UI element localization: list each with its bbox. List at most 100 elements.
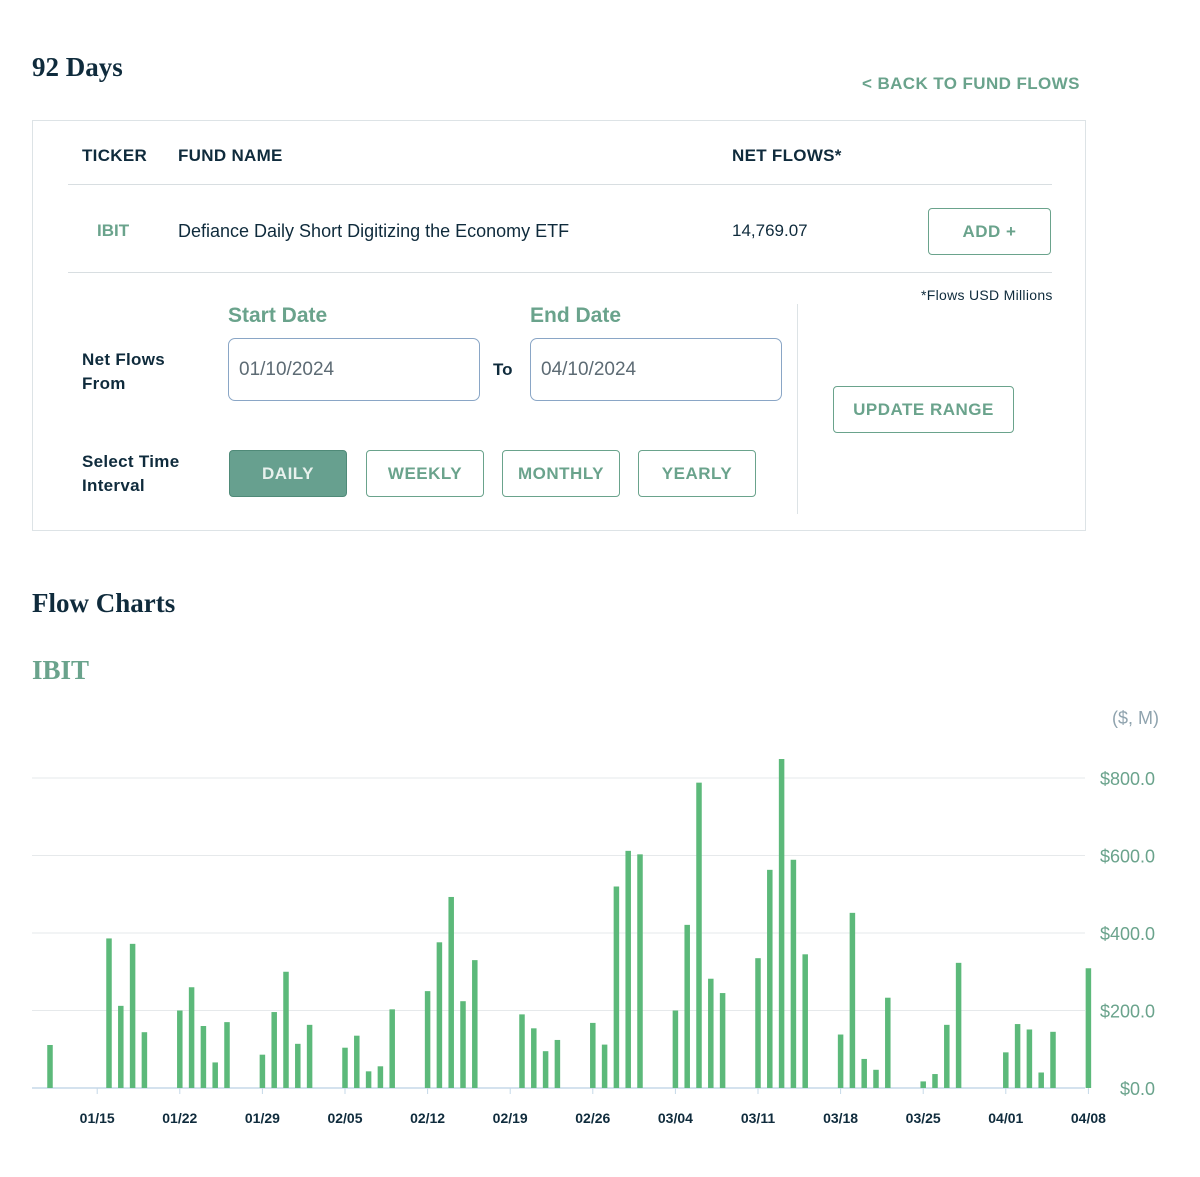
flow-bar	[755, 958, 761, 1088]
flow-bar	[118, 1005, 124, 1088]
x-tick-label: 03/11	[741, 1110, 775, 1126]
x-tick-label: 03/25	[906, 1110, 941, 1126]
x-tick-label: 02/12	[410, 1110, 445, 1126]
x-tick-label: 02/26	[575, 1110, 610, 1126]
flow-bar	[283, 971, 289, 1088]
x-tick-label: 03/04	[658, 1110, 693, 1126]
flow-bar	[212, 1062, 218, 1088]
flow-bar	[224, 1022, 230, 1088]
flow-bar	[141, 1032, 148, 1088]
back-to-fund-flows-link[interactable]: < BACK TO FUND FLOWS	[862, 74, 1080, 93]
y-tick-label: $0.0	[1120, 1079, 1155, 1099]
flow-bar	[306, 1024, 313, 1088]
flow-bar	[531, 1028, 537, 1088]
flow-bar	[542, 1051, 549, 1088]
y-tick-label: $400.0	[1100, 924, 1155, 944]
flow-bar	[944, 1024, 950, 1088]
flow-bar	[436, 942, 443, 1088]
net-flows-from-label: Net Flows From	[82, 350, 165, 393]
y-axis-unit-label: ($, M)	[1112, 708, 1159, 728]
flow-bar	[802, 954, 808, 1088]
flow-bar	[873, 1069, 879, 1088]
x-tick-label: 01/22	[162, 1110, 197, 1126]
flow-bar	[684, 924, 690, 1088]
flow-bar	[188, 987, 195, 1088]
flow-bar	[1050, 1031, 1056, 1088]
interval-yearly-button[interactable]: YEARLY	[638, 450, 756, 497]
flow-bar	[424, 991, 431, 1088]
flows-footnote: *Flows USD Millions	[921, 287, 1053, 303]
flow-bar	[672, 1010, 679, 1088]
end-date-input[interactable]	[530, 338, 782, 401]
chart-ticker-title: IBIT	[32, 655, 90, 685]
flow-bar-chart: ($, M) $0.0 $200.0 $400.0 $600.0 $800.0 01/15 0…	[32, 708, 1159, 1126]
start-date-label: Start Date	[228, 304, 328, 327]
table-row-ticker[interactable]: IBIT	[97, 221, 130, 240]
x-tick-label: 01/15	[80, 1110, 115, 1126]
fund-panel	[32, 120, 1086, 531]
flow-bar	[719, 993, 726, 1088]
y-tick-label: $600.0	[1100, 847, 1155, 867]
flow-bar	[861, 1058, 867, 1088]
flow-bar	[1026, 1029, 1033, 1088]
flow-bar	[460, 1001, 466, 1088]
interval-monthly-button[interactable]: MONTHLY	[502, 450, 620, 497]
flow-bar	[177, 1010, 183, 1088]
flow-bar	[601, 1044, 608, 1088]
flow-bar	[696, 782, 702, 1088]
flow-bar	[932, 1074, 938, 1088]
flow-bar	[1014, 1024, 1021, 1088]
flow-bar	[837, 1034, 844, 1088]
to-label: To	[493, 360, 513, 379]
flow-bar	[519, 1014, 525, 1088]
select-time-interval-label: Select Time Interval	[82, 452, 180, 495]
flow-bar	[625, 850, 631, 1088]
range-divider	[797, 304, 798, 514]
table-row-fund-name: Defiance Daily Short Digitizing the Econ…	[178, 221, 570, 241]
flow-bar	[955, 962, 962, 1088]
interval-weekly-button[interactable]: WEEKLY	[366, 450, 484, 497]
table-row-net-flows: 14,769.07	[732, 221, 808, 240]
flow-bar	[778, 759, 785, 1088]
flow-bar	[1038, 1072, 1044, 1088]
add-button[interactable]: ADD +	[928, 208, 1051, 255]
ticker-column-header: TICKER	[82, 146, 148, 165]
flow-bar	[554, 1039, 561, 1088]
flow-charts-title: Flow Charts	[32, 588, 176, 618]
y-tick-label: $800.0	[1100, 769, 1155, 789]
flow-bar	[790, 859, 797, 1088]
flow-bar	[377, 1066, 384, 1088]
x-tick-label: 04/01	[988, 1110, 1023, 1126]
x-tick-label: 04/08	[1071, 1110, 1106, 1126]
flow-bar	[47, 1044, 53, 1088]
page-title: 92 Days	[32, 52, 123, 82]
flow-bar	[885, 997, 891, 1088]
update-range-button[interactable]: UPDATE RANGE	[833, 386, 1014, 433]
flow-bar	[1003, 1052, 1009, 1088]
net-flows-column-header: NET FLOWS*	[732, 146, 842, 165]
interval-daily-button[interactable]: DAILY	[229, 450, 347, 497]
flow-bar	[767, 869, 773, 1088]
fund-name-column-header: FUND NAME	[178, 146, 283, 165]
flow-bar	[1085, 968, 1092, 1088]
flow-bar	[590, 1022, 596, 1088]
flow-bar	[200, 1026, 207, 1088]
table-divider	[68, 184, 1052, 185]
table-divider	[68, 272, 1052, 273]
flow-bar	[448, 896, 454, 1088]
flow-bar	[259, 1054, 266, 1088]
x-tick-label: 02/05	[327, 1110, 362, 1126]
y-tick-label: $200.0	[1100, 1002, 1155, 1022]
end-date-label: End Date	[530, 304, 622, 327]
start-date-input[interactable]	[228, 338, 480, 401]
flow-bar	[295, 1043, 301, 1088]
flow-bar	[342, 1047, 348, 1088]
flow-bar	[271, 1012, 277, 1088]
flow-bar	[920, 1081, 926, 1088]
flow-bar	[849, 912, 856, 1088]
x-tick-label: 02/19	[493, 1110, 528, 1126]
flow-bar	[389, 1009, 395, 1088]
flow-bar	[472, 960, 478, 1088]
x-tick-label: 03/18	[823, 1110, 858, 1126]
flow-bar	[129, 943, 136, 1088]
